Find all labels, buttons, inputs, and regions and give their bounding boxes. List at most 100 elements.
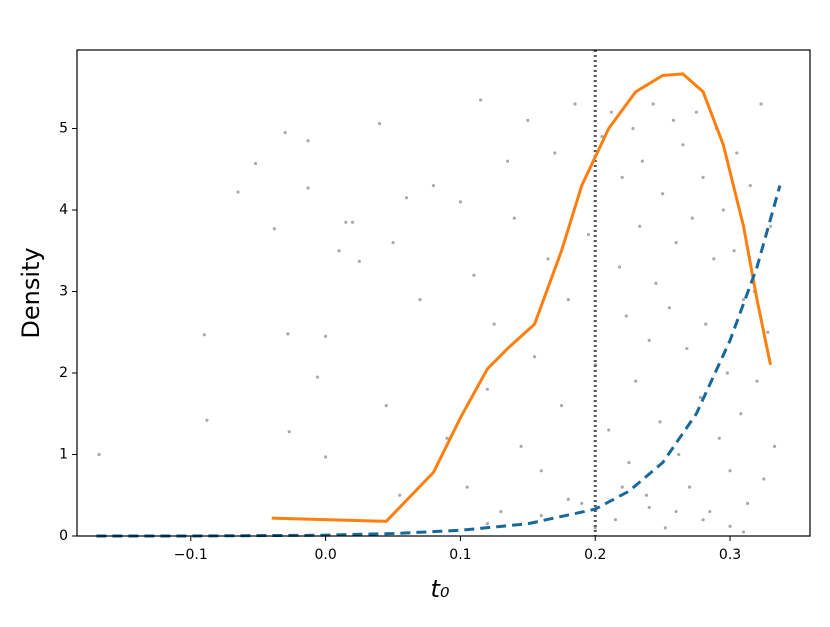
scatter-point — [404, 196, 409, 200]
scatter-point — [539, 469, 543, 473]
scatter-point — [553, 151, 557, 155]
scatter-point — [526, 118, 530, 122]
x-axis-label: t₀ — [430, 575, 449, 603]
scatter-point — [236, 190, 240, 194]
scatter-point — [728, 469, 732, 473]
scatter-point — [701, 518, 705, 522]
scatter-point — [600, 135, 604, 139]
scatter-point — [690, 216, 694, 220]
scatter-point — [748, 183, 752, 188]
scatter-point — [283, 130, 287, 135]
scatter-point — [573, 102, 577, 106]
scatter-point — [431, 183, 436, 188]
scatter-point — [315, 375, 320, 379]
scatter-point — [465, 485, 469, 489]
scatter-point — [674, 509, 678, 514]
scatter-point — [654, 281, 658, 285]
x-tick-label: 0.1 — [449, 547, 471, 563]
scatter-point — [663, 526, 667, 530]
scatter-point — [593, 526, 597, 530]
scatter-point — [735, 151, 739, 155]
scatter-point — [701, 175, 705, 179]
y-tick-label: 3 — [59, 283, 68, 299]
scatter-point — [644, 493, 649, 497]
scatter-point — [725, 371, 729, 375]
scatter-point — [485, 522, 489, 526]
scatter-point — [772, 444, 777, 448]
scatter-point — [566, 497, 570, 501]
scatter-point — [620, 485, 624, 489]
scatter-point — [739, 412, 743, 416]
scatter-point — [306, 139, 310, 143]
scatter-point — [506, 159, 510, 163]
scatter-point — [306, 186, 310, 190]
scatter-point — [620, 175, 624, 179]
scatter-point — [492, 322, 496, 326]
scatter-point — [485, 387, 489, 391]
scatter-point — [580, 501, 584, 505]
scatter-point — [766, 330, 770, 334]
scatter-point — [741, 530, 746, 534]
plot-frame — [76, 49, 811, 537]
scatter-point — [287, 430, 291, 434]
scatter-point — [324, 455, 328, 459]
scatter-point — [617, 265, 622, 269]
scatter-point — [717, 436, 721, 440]
scatter-point — [272, 227, 276, 231]
scatter-point — [418, 298, 422, 302]
scatter-point — [472, 273, 476, 277]
y-tick-label: 4 — [59, 202, 68, 218]
scatter-point — [357, 259, 361, 263]
scatter-point — [546, 257, 550, 261]
scatter-point — [667, 306, 671, 310]
scatter-point — [609, 110, 614, 114]
scatter-point — [768, 224, 773, 228]
scatter-point — [762, 477, 766, 481]
y-tick-label: 2 — [59, 365, 68, 381]
x-tick-label: 0.3 — [719, 547, 741, 563]
scatter-point — [721, 208, 725, 212]
scatter-point — [627, 461, 631, 465]
scatter-point — [202, 333, 206, 337]
scatter-point — [607, 428, 611, 432]
scatter-point — [759, 102, 763, 106]
scatter-point — [479, 98, 483, 102]
scatter-point — [698, 395, 702, 400]
scatter-point — [741, 298, 746, 302]
x-tick-label: 0.0 — [314, 547, 336, 563]
scatter-point — [671, 118, 676, 122]
x-tick-label: 0.2 — [584, 547, 606, 563]
y-tick-label: 1 — [59, 446, 68, 462]
scatter-point — [624, 314, 628, 318]
scatter-point — [384, 403, 388, 408]
scatter-point — [688, 485, 692, 489]
scatter-point — [681, 143, 685, 147]
scatter-point — [532, 355, 537, 359]
scatter-point — [398, 493, 402, 497]
scatter-point — [519, 444, 523, 448]
scatter-point — [708, 509, 712, 514]
scatter-point — [539, 514, 543, 518]
scatter-point — [631, 126, 635, 131]
scatter-point — [677, 452, 681, 457]
scatter-point — [512, 216, 516, 220]
scatter-point — [458, 200, 463, 204]
curve — [96, 185, 782, 538]
scatter-point — [344, 220, 348, 224]
y-tick-label: 5 — [59, 120, 68, 136]
scatter-point — [647, 505, 651, 510]
scatter-point — [755, 379, 759, 383]
scatter-point — [640, 159, 645, 163]
scatter-point — [704, 322, 708, 326]
scatter-point — [337, 249, 341, 253]
scatter-point — [286, 332, 290, 336]
scatter-point — [634, 379, 638, 383]
scatter-point — [658, 420, 662, 424]
scatter-point — [674, 240, 678, 245]
scatter-point — [647, 338, 651, 342]
scatter-point — [445, 436, 449, 440]
scatter-point — [559, 403, 564, 408]
scatter-point — [728, 524, 732, 528]
scatter-point — [613, 518, 618, 522]
